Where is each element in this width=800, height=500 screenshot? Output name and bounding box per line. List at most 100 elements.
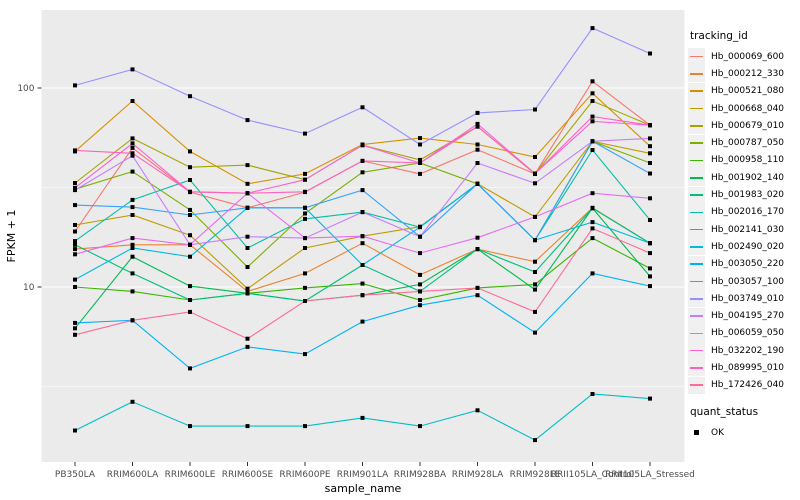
legend-quant-entries: OK — [688, 424, 800, 441]
data-point — [130, 242, 135, 247]
data-point — [590, 236, 595, 241]
data-point — [533, 171, 537, 176]
data-point — [303, 246, 307, 250]
x-tick-label: RRII105LA_Stressed — [605, 470, 695, 480]
data-point — [73, 148, 77, 153]
legend-key-line-swatch — [688, 342, 705, 360]
legend-key-line-swatch — [688, 186, 705, 204]
x-tick-label: RRIM600PE — [279, 470, 331, 480]
legend-entry-Hb_172426_040: Hb_172426_040 — [688, 376, 800, 394]
data-point — [73, 203, 77, 208]
data-point — [130, 205, 135, 210]
legend-entry-label: Hb_000787_050 — [711, 138, 785, 149]
legend-entry-Hb_089995_010: Hb_089995_010 — [688, 359, 800, 377]
legend-entry-label: Hb_003050_220 — [711, 259, 785, 270]
legend-key-line-swatch — [688, 100, 705, 118]
legend-quant-title: quant_status — [690, 405, 759, 418]
legend-entry-Hb_003749_010: Hb_003749_010 — [688, 290, 800, 308]
data-point — [533, 270, 537, 274]
data-point — [533, 181, 537, 186]
data-point — [245, 118, 250, 123]
legend-entry-Hb_000521_080: Hb_000521_080 — [688, 82, 800, 100]
legend-key-line-swatch — [688, 376, 705, 394]
data-point — [648, 266, 652, 271]
data-point — [590, 91, 595, 96]
data-point — [418, 142, 422, 147]
gridlines-major — [41, 87, 685, 288]
legend-line-icon — [690, 246, 703, 248]
data-point — [245, 344, 250, 349]
data-point — [188, 298, 192, 302]
data-point — [590, 119, 595, 124]
data-point — [590, 114, 595, 119]
legend-line-icon — [690, 298, 703, 300]
data-point — [303, 299, 307, 303]
data-point — [73, 229, 77, 234]
legend-entry-label: Hb_172426_040 — [711, 380, 785, 391]
data-point — [245, 163, 250, 168]
data-point — [73, 188, 77, 193]
data-point — [73, 247, 77, 252]
legend-entry-label: Hb_000958_110 — [711, 155, 785, 166]
legend-entry-label: Hb_000212_330 — [711, 68, 785, 79]
legend-line-icon — [690, 280, 703, 283]
data-point — [245, 291, 250, 296]
data-point — [648, 196, 652, 201]
legend-entry-label: OK — [711, 427, 724, 438]
data-point — [188, 233, 192, 238]
data-point — [130, 169, 135, 174]
data-point — [360, 319, 365, 324]
legend-key-point-swatch — [688, 424, 705, 441]
x-axis: PB350LA RRIM600LA RRIM600LE RRIM600SE RRIM60… — [55, 462, 695, 480]
data-point — [418, 298, 422, 302]
legend-entry-Hb_002490_020: Hb_002490_020 — [688, 238, 800, 256]
data-point — [188, 189, 192, 194]
data-point — [475, 147, 480, 152]
data-point — [590, 271, 595, 276]
legend-key-line-swatch — [688, 324, 705, 342]
data-point — [418, 272, 422, 277]
legend-line-icon — [690, 332, 703, 335]
data-point — [188, 254, 192, 259]
y-tick-label: 100 — [17, 84, 34, 94]
data-point — [648, 241, 652, 246]
data-point — [418, 234, 422, 239]
legend-line-icon — [690, 349, 703, 352]
data-point — [360, 263, 365, 267]
data-point — [533, 214, 537, 219]
data-point — [130, 236, 135, 241]
x-tick-label: PB350LA — [55, 470, 96, 480]
data-point — [303, 285, 307, 290]
data-point — [245, 246, 250, 250]
legend-entry-Hb_003050_220: Hb_003050_220 — [688, 255, 800, 273]
legend-key-line-swatch — [688, 65, 705, 83]
data-point — [648, 274, 652, 279]
data-point — [245, 234, 250, 239]
legend-entry-label: Hb_003057_100 — [711, 276, 785, 287]
data-point — [590, 220, 595, 225]
data-point — [475, 124, 480, 129]
data-point — [130, 153, 135, 158]
data-point — [130, 197, 135, 202]
data-point — [303, 205, 307, 210]
data-point — [73, 277, 77, 282]
legend-key-line-swatch — [688, 48, 705, 66]
legend-key-line-swatch — [688, 134, 705, 152]
x-tick-label: RRIM600LA — [107, 470, 159, 480]
legend-line-icon — [690, 107, 703, 110]
data-point — [188, 284, 192, 289]
legend-entry-Hb_001983_020: Hb_001983_020 — [688, 186, 800, 204]
legend-line-icon — [690, 194, 703, 196]
data-point — [648, 51, 652, 56]
data-point — [130, 318, 135, 323]
data-point — [360, 188, 365, 193]
legend-entry-Hb_006059_050: Hb_006059_050 — [688, 324, 800, 342]
legend-entry-Hb_000212_330: Hb_000212_330 — [688, 65, 800, 83]
data-point — [303, 236, 307, 241]
data-point — [648, 136, 652, 141]
data-point — [130, 254, 135, 259]
data-point — [188, 94, 192, 99]
data-point — [73, 332, 77, 337]
data-point — [130, 67, 135, 72]
legend-entry-label: Hb_001902_140 — [711, 172, 785, 183]
